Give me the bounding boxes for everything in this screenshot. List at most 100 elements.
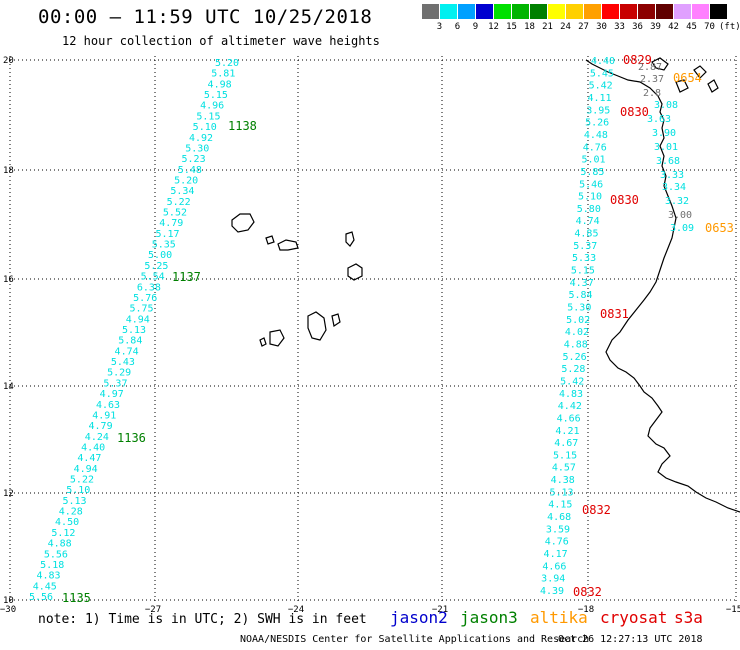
colorbar-label: 36 bbox=[632, 22, 643, 32]
wave-height-label: 4.68 bbox=[547, 512, 571, 523]
wave-height-label: 4.38 bbox=[551, 475, 575, 486]
colorbar-label: 6 bbox=[454, 22, 461, 32]
wave-height-label: 3.34 bbox=[662, 182, 686, 193]
wave-height-label: 3.63 bbox=[647, 114, 671, 125]
wave-height-label: 2.8 bbox=[643, 88, 661, 99]
wave-height-label: 3.95 bbox=[586, 105, 610, 116]
track-time-label: 0830 bbox=[610, 193, 639, 207]
wave-height-label: 5.15 bbox=[196, 111, 220, 122]
wave-height-label: 4.94 bbox=[74, 464, 98, 475]
colorbar-swatch bbox=[692, 4, 709, 19]
wave-height-label: 4.45 bbox=[33, 581, 57, 592]
track-time-label: 1138 bbox=[228, 119, 257, 133]
legend-s3a: s3a bbox=[674, 608, 703, 627]
wave-height-label: 5.56 bbox=[44, 549, 68, 560]
colorbar-swatch bbox=[440, 4, 457, 19]
colorbar-label: 45 bbox=[686, 22, 697, 32]
wave-height-label: 5.34 bbox=[170, 186, 194, 197]
wave-height-label: 5.10 bbox=[193, 122, 217, 133]
lon-tick-label: −24 bbox=[288, 605, 304, 615]
wave-height-label: 5.37 bbox=[573, 241, 597, 252]
wave-height-label: 3.59 bbox=[546, 524, 570, 535]
wave-height-label: 5.28 bbox=[561, 364, 585, 375]
cape-verde-sao-nicolau bbox=[277, 239, 299, 251]
wave-height-label: 5.22 bbox=[70, 475, 94, 486]
wave-height-label: 4.17 bbox=[544, 549, 568, 560]
lat-tick-label: 20 bbox=[3, 56, 14, 66]
wave-height-label: 4.92 bbox=[189, 133, 213, 144]
wave-height-label: 5.25 bbox=[144, 261, 168, 272]
colorbar-swatch bbox=[602, 4, 619, 19]
coastline bbox=[231, 57, 740, 513]
wave-height-label: 5.84 bbox=[118, 336, 142, 347]
lat-tick-label: 12 bbox=[3, 489, 14, 499]
track-time-label: 1137 bbox=[172, 270, 201, 284]
wave-height-label: 5.75 bbox=[129, 304, 153, 315]
wave-height-label: 5.02 bbox=[566, 315, 590, 326]
legend-altika: altika bbox=[530, 608, 588, 627]
cape-verde-brava bbox=[259, 337, 267, 347]
wave-height-label: 3.08 bbox=[654, 100, 678, 111]
colorbar-swatch bbox=[494, 4, 511, 19]
colorbar-swatch bbox=[566, 4, 583, 19]
wave-height-label: 4.48 bbox=[584, 130, 608, 141]
axis-labels: −30 −27 −24 −21 −18 −15 10 12 14 16 18 20 bbox=[0, 56, 740, 615]
legend-jason2: jason2 bbox=[390, 608, 448, 627]
wave-height-label: 5.85 bbox=[580, 167, 604, 178]
cape-verde-maio bbox=[331, 313, 341, 327]
wave-height-label: 5.42 bbox=[560, 376, 584, 387]
wave-height-label: 5.52 bbox=[163, 208, 187, 219]
wave-height-label: 3.32 bbox=[665, 196, 689, 207]
wave-height-label: 4.83 bbox=[36, 571, 60, 582]
wave-height-label: 4.24 bbox=[85, 432, 109, 443]
wave-height-label: 4.39 bbox=[540, 586, 564, 597]
wave-height-label: 4.37 bbox=[570, 278, 594, 289]
wave-height-label: 3.00 bbox=[668, 210, 692, 221]
colorbar-swatch bbox=[476, 4, 493, 19]
lat-tick-label: 18 bbox=[3, 166, 14, 176]
wave-height-label: 5.13 bbox=[122, 325, 146, 336]
wave-height-label: 5.15 bbox=[571, 266, 595, 277]
wave-height-label: 4.50 bbox=[55, 517, 79, 528]
colorbar-label: 9 bbox=[472, 22, 479, 32]
wave-height-label: 4.76 bbox=[545, 537, 569, 548]
colorbar-swatch bbox=[512, 4, 529, 19]
wave-height-label: 5.01 bbox=[582, 155, 606, 166]
wave-height-label: 4.28 bbox=[59, 507, 83, 518]
wave-height-label: 5.12 bbox=[51, 528, 75, 539]
wave-height-label: 5.23 bbox=[182, 154, 206, 165]
wave-height-label: 4.79 bbox=[89, 421, 113, 432]
wave-height-label: 4.79 bbox=[159, 218, 183, 229]
cape-verde-santiago bbox=[307, 311, 327, 341]
wave-height-label: 4.74 bbox=[115, 346, 139, 357]
colorbar-label: 30 bbox=[596, 22, 607, 32]
wave-height-label: 5.29 bbox=[107, 368, 131, 379]
track-time-label: 1136 bbox=[117, 431, 146, 445]
track-time-label: 1135 bbox=[62, 591, 91, 605]
wave-height-label: 4.40 bbox=[81, 442, 105, 453]
colorbar-label: 3 bbox=[436, 22, 443, 32]
wave-height-label: 3.68 bbox=[656, 156, 680, 167]
wave-height-label: 4.67 bbox=[554, 438, 578, 449]
wave-height-label: 5.15 bbox=[553, 450, 577, 461]
note-text: note: 1) Time is in UTC; 2) SWH is in fe… bbox=[38, 612, 367, 627]
colorbar-swatch bbox=[584, 4, 601, 19]
wave-height-label: 5.10 bbox=[578, 192, 602, 203]
colorbar-label: 18 bbox=[524, 22, 535, 32]
canary-islands bbox=[651, 57, 719, 93]
wave-height-label: 5.18 bbox=[40, 560, 64, 571]
cape-verde-fogo bbox=[269, 329, 285, 347]
wave-height-label: 4.88 bbox=[564, 339, 588, 350]
wave-height-label: 4.21 bbox=[555, 426, 579, 437]
wave-height-label: 4.40 bbox=[591, 56, 615, 67]
lat-tick-label: 10 bbox=[3, 596, 14, 606]
wave-height-label: 4.66 bbox=[557, 413, 581, 424]
wave-height-label: 5.54 bbox=[141, 272, 165, 283]
wave-height-label: 5.15 bbox=[204, 90, 228, 101]
map-subtitle: 12 hour collection of altimeter wave hei… bbox=[62, 34, 380, 48]
wave-height-label: 5.76 bbox=[133, 293, 157, 304]
wave-height-label: 6.38 bbox=[137, 282, 161, 293]
wave-height-label: 5.33 bbox=[572, 253, 596, 264]
legend-jason3: jason3 bbox=[460, 608, 518, 627]
